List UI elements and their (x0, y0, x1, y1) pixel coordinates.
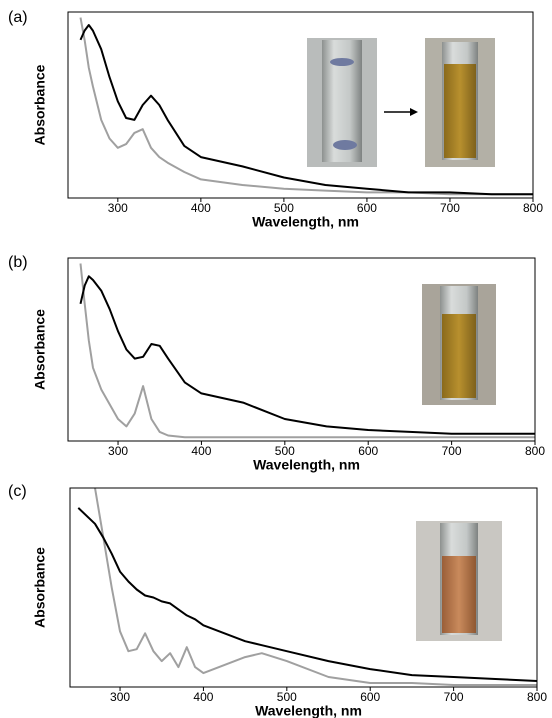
x-tick-label: 700 (442, 444, 462, 458)
cuvette-photo (416, 521, 502, 641)
panel: 300 400 500 600 700 800 Wavelength, nm Absorban… (8, 483, 547, 718)
x-tick-label: 800 (527, 690, 547, 704)
panel-label: (c) (8, 483, 27, 500)
spectrum-line (94, 488, 537, 686)
x-tick-label: 800 (523, 201, 543, 215)
spectrum-line (79, 24, 533, 196)
x-tick-label: 400 (193, 690, 213, 704)
x-tick-label: 300 (110, 690, 130, 704)
panel: 300 400 500 600 700 800 Wavelength, nm Absorban… (8, 9, 543, 229)
panel-label: (b) (8, 254, 28, 271)
y-axis-label: Absorbance (32, 547, 48, 628)
x-tick-label: 600 (357, 201, 377, 215)
x-axis-label: Wavelength, nm (255, 703, 362, 718)
plot-frame (67, 11, 534, 199)
x-tick-label: 700 (440, 201, 460, 215)
cuvette-photo (307, 38, 377, 167)
panel-label: (a) (8, 9, 28, 26)
x-tick-label: 400 (191, 444, 211, 458)
panel: 300 400 500 600 700 800 Wavelength, nm Absorban… (8, 254, 545, 472)
spectrum-line (77, 507, 537, 682)
x-tick-label: 400 (191, 201, 211, 215)
cuvette-photo (422, 284, 496, 405)
plot-frame (69, 487, 538, 688)
plot-frame (67, 257, 536, 442)
x-tick-label: 600 (358, 444, 378, 458)
y-axis-label: Absorbance (32, 309, 48, 390)
arrow (384, 108, 418, 116)
y-axis-label: Absorbance (32, 64, 48, 145)
x-tick-label: 800 (525, 444, 545, 458)
x-tick-label: 500 (274, 201, 294, 215)
x-tick-label: 700 (444, 690, 464, 704)
x-tick-label: 500 (277, 690, 297, 704)
spectrum-line (79, 275, 535, 435)
x-tick-label: 500 (275, 444, 295, 458)
spectrum-line (79, 17, 533, 196)
cuvette-photo (425, 38, 495, 167)
x-axis-label: Wavelength, nm (253, 457, 360, 473)
x-tick-label: 600 (360, 690, 380, 704)
x-tick-label: 300 (108, 444, 128, 458)
x-tick-label: 300 (108, 201, 128, 215)
spectrum-line (79, 263, 535, 439)
x-axis-label: Wavelength, nm (252, 214, 359, 230)
